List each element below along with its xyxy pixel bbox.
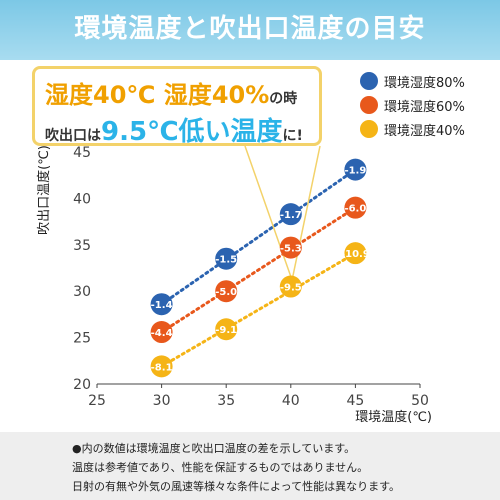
- callout-text: 40%: [211, 81, 270, 109]
- header-banner: 環境温度と吹出口温度の目安: [0, 0, 500, 60]
- legend-dot: [360, 72, 378, 90]
- data-point: [150, 293, 173, 316]
- data-label: -6.0: [344, 204, 366, 215]
- x-axis-label: 環境温度(℃): [355, 409, 432, 425]
- x-tick-label: 45: [346, 393, 364, 409]
- callout-line-2: 吹出口は9.5℃低い温度に!: [45, 111, 303, 148]
- callout-box: 湿度40℃ 湿度40%の時 吹出口は9.5℃低い温度に!: [32, 66, 322, 148]
- x-tick-label: 40: [282, 393, 300, 409]
- callout-text: 湿度: [155, 81, 212, 109]
- legend-label: 環境湿度80%: [384, 76, 465, 91]
- legend-label: 環境湿度60%: [384, 100, 465, 115]
- legend-label: 環境湿度40%: [384, 124, 465, 139]
- data-label: -1.5: [215, 255, 237, 266]
- callout-text: 40℃: [93, 81, 156, 109]
- x-tick-label: 50: [411, 393, 429, 409]
- page-title: 環境温度と吹出口温度の目安: [74, 14, 426, 44]
- y-tick-label: 20: [73, 377, 91, 393]
- y-tick-label: 45: [73, 145, 91, 161]
- callout-text: 9.5℃低い温度: [101, 117, 283, 147]
- notes-panel: ●内の数値は環境温度と吹出口温度の差を示しています。 温度は参考値であり、性能を…: [0, 432, 500, 500]
- callout-text: に!: [282, 128, 303, 144]
- legend-dot: [360, 96, 378, 114]
- data-label: -1.7: [280, 210, 302, 221]
- data-point: [215, 318, 238, 341]
- data-label: -1.4: [151, 300, 173, 311]
- data-label: -8.1: [151, 362, 173, 373]
- data-point: [215, 247, 238, 270]
- data-label: -1.9: [344, 166, 366, 177]
- note-line: 温度は参考値であり、性能を保証するものではありません。: [72, 461, 369, 474]
- data-point: [215, 280, 238, 303]
- legend-dot: [360, 120, 378, 138]
- y-tick-label: 40: [73, 191, 91, 207]
- data-label: -10.9: [341, 249, 370, 260]
- data-point: [344, 242, 367, 265]
- callout-text: 吹出口は: [45, 128, 101, 144]
- data-point: [279, 275, 302, 298]
- y-tick-label: 35: [73, 238, 91, 254]
- x-tick-label: 35: [217, 393, 235, 409]
- data-label: -4.4: [151, 328, 173, 339]
- data-label: -5.3: [280, 244, 302, 255]
- y-tick-label: 25: [73, 331, 91, 347]
- data-point: [279, 236, 302, 259]
- callout-text: の時: [269, 91, 298, 107]
- series-line: [160, 206, 357, 334]
- data-label: -9.1: [215, 325, 237, 336]
- callout-text: 湿度: [45, 81, 93, 109]
- data-point: [344, 158, 367, 181]
- note-line: ●内の数値は環境温度と吹出口温度の差を示しています。: [72, 442, 356, 455]
- series-line: [160, 168, 357, 306]
- note-line: 日射の有無や外気の風速等様々な条件によって性能は異なります。: [72, 480, 401, 493]
- x-tick-label: 25: [88, 393, 106, 409]
- series-line: [160, 251, 357, 368]
- data-point: [150, 321, 173, 344]
- x-tick-label: 30: [153, 393, 171, 409]
- data-point: [344, 196, 367, 219]
- data-label: -5.0: [215, 287, 237, 298]
- callout-line-1: 湿度40℃ 湿度40%の時: [45, 75, 297, 110]
- data-point: [150, 355, 173, 378]
- data-point: [279, 203, 302, 226]
- data-label: -9.5: [280, 283, 302, 294]
- y-axis-label: 吹出口温度(℃): [36, 145, 52, 235]
- y-tick-label: 30: [73, 284, 91, 300]
